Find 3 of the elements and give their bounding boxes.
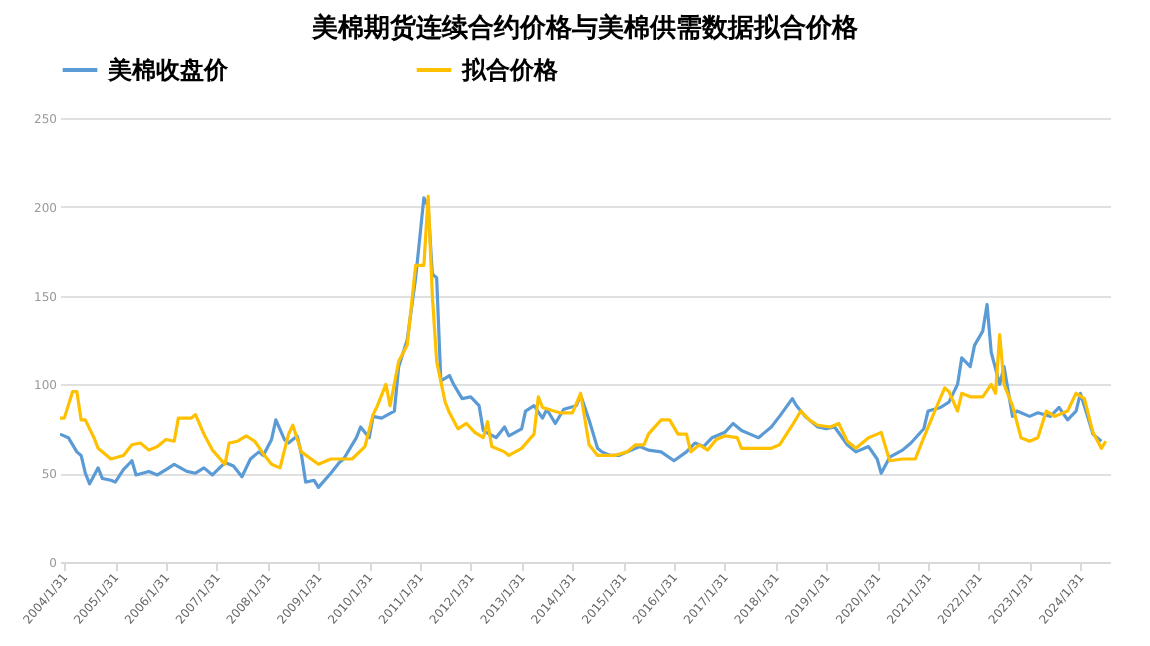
chart-title: 美棉期货连续合约价格与美棉供需数据拟合价格: [310, 12, 860, 44]
legend-label: 美棉收盘价: [106, 56, 230, 84]
legend-label: 拟合价格: [460, 56, 560, 84]
